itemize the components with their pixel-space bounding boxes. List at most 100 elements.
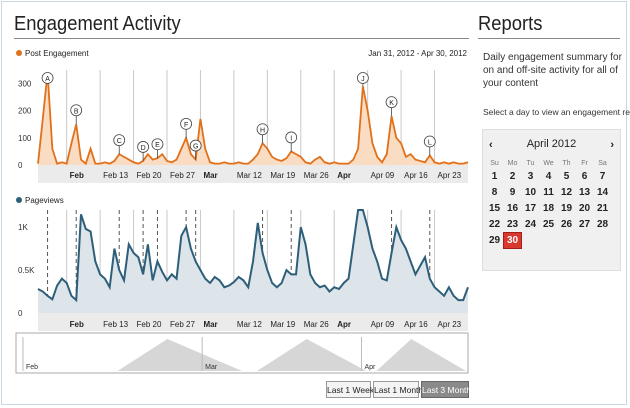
x-tick-label: Mar 26 bbox=[304, 320, 329, 329]
annotation-marker[interactable] bbox=[70, 104, 83, 117]
calendar-empty-cell bbox=[594, 233, 611, 248]
pageviews-legend-label: Pageviews bbox=[25, 196, 64, 205]
reports-title: Reports bbox=[478, 13, 543, 35]
calendar-day[interactable]: 19 bbox=[560, 203, 573, 214]
annotation-letter: A bbox=[45, 76, 50, 83]
x-tick-label: Feb 20 bbox=[137, 320, 162, 329]
calendar-day[interactable]: 20 bbox=[578, 203, 591, 214]
annotation-marker[interactable] bbox=[356, 72, 369, 84]
annotation-marker[interactable] bbox=[137, 141, 150, 153]
calendar-day[interactable]: 14 bbox=[596, 187, 609, 198]
x-tick-label: Apr 23 bbox=[438, 171, 462, 180]
overview-month-label: Mar bbox=[205, 364, 218, 371]
calendar-empty-cell bbox=[558, 233, 575, 248]
calendar-empty-cell bbox=[540, 233, 557, 248]
x-tick-label: Feb 20 bbox=[137, 171, 162, 180]
y-tick-label: 200 bbox=[18, 107, 32, 116]
x-tick-label: Mar bbox=[203, 320, 217, 329]
pageviews-line bbox=[37, 209, 469, 303]
overview-navigator[interactable]: Feb Mar Apr bbox=[15, 332, 469, 374]
x-tick-label: Feb 13 bbox=[103, 320, 128, 329]
calendar-day[interactable]: 22 bbox=[488, 219, 501, 230]
calendar-prev-button[interactable]: ‹ bbox=[489, 139, 493, 151]
y-tick-label: 1K bbox=[18, 223, 28, 232]
calendar-day[interactable]: 26 bbox=[560, 219, 573, 230]
calendar-day[interactable]: 11 bbox=[543, 187, 554, 198]
calendar-day[interactable]: 9 bbox=[509, 187, 516, 198]
y-tick-label: 0.5K bbox=[18, 266, 35, 275]
calendar-next-button[interactable]: › bbox=[610, 139, 614, 151]
x-tick-label: Mar 12 bbox=[237, 171, 262, 180]
x-tick-label: Mar bbox=[203, 171, 217, 180]
calendar-day[interactable]: 5 bbox=[563, 171, 570, 182]
calendar-day[interactable]: 30 bbox=[503, 232, 522, 249]
x-tick-label: Apr 16 bbox=[404, 320, 428, 329]
annotation-letter: F bbox=[184, 122, 188, 129]
pageviews-legend-dot bbox=[16, 197, 22, 203]
calendar-day[interactable]: 7 bbox=[599, 171, 606, 182]
calendar-day[interactable]: 2 bbox=[509, 171, 516, 182]
annotation-letter: G bbox=[193, 144, 198, 151]
annotation-marker[interactable] bbox=[41, 72, 54, 84]
calendar-day[interactable]: 24 bbox=[524, 219, 537, 230]
calendar-day[interactable]: 1 bbox=[491, 171, 498, 182]
calendar-day[interactable]: 18 bbox=[542, 203, 555, 214]
engagement-charts: Post Engagement Jan 31, 2012 - Apr 30, 2… bbox=[15, 49, 469, 374]
annotation-marker[interactable] bbox=[385, 96, 398, 109]
post-engagement-chart[interactable]: Post Engagement Jan 31, 2012 - Apr 30, 2… bbox=[16, 49, 469, 183]
post-legend-dot bbox=[16, 50, 22, 56]
annotation-letter: C bbox=[117, 138, 122, 145]
pageviews-chart[interactable]: Pageviews 0 0.5K 1K Feb Feb 13 Feb 20 Feb 27 M… bbox=[16, 196, 469, 331]
annotation-marker[interactable] bbox=[285, 131, 298, 144]
annotation-letter: D bbox=[141, 145, 146, 152]
reports-divider bbox=[478, 38, 620, 39]
annotation-letter: H bbox=[260, 127, 265, 134]
post-line bbox=[37, 72, 469, 166]
annotation-marker[interactable] bbox=[423, 135, 436, 148]
calendar-day[interactable]: 28 bbox=[596, 219, 609, 230]
calendar-day[interactable]: 29 bbox=[488, 235, 501, 246]
annotation-marker[interactable] bbox=[151, 138, 164, 151]
calendar-day[interactable]: 16 bbox=[506, 203, 519, 214]
annotation-marker[interactable] bbox=[256, 123, 269, 136]
last-month-button[interactable]: Last 1 Month bbox=[373, 381, 423, 398]
x-tick-label: Mar 26 bbox=[304, 171, 329, 180]
calendar-month: April 2012 bbox=[526, 138, 577, 150]
y-tick-label: 100 bbox=[18, 134, 32, 143]
reports-hint: Select a day to view an engagement repor… bbox=[483, 107, 630, 117]
calendar-day[interactable]: 21 bbox=[596, 203, 609, 214]
date-range: Jan 31, 2012 - Apr 30, 2012 bbox=[368, 49, 467, 58]
annotation-letter: I bbox=[290, 135, 292, 142]
post-area bbox=[38, 72, 468, 165]
last-3-months-button[interactable]: Last 3 Months bbox=[421, 381, 475, 398]
calendar-day[interactable]: 13 bbox=[578, 187, 591, 198]
x-tick-label: Mar 19 bbox=[270, 320, 295, 329]
calendar-day[interactable]: 4 bbox=[545, 171, 552, 182]
x-tick-label: Feb 13 bbox=[103, 171, 128, 180]
calendar-day[interactable]: 17 bbox=[524, 203, 537, 214]
calendar-day[interactable]: 25 bbox=[542, 219, 555, 230]
annotation-marker[interactable] bbox=[113, 134, 126, 147]
calendar-day[interactable]: 23 bbox=[506, 219, 519, 230]
annotation-marker[interactable] bbox=[189, 139, 202, 152]
x-tick-label: Feb 27 bbox=[170, 320, 195, 329]
calendar-day[interactable]: 10 bbox=[524, 187, 537, 198]
annotation-marker[interactable] bbox=[180, 117, 193, 130]
calendar-day[interactable]: 3 bbox=[527, 171, 534, 182]
last-week-button[interactable]: Last 1 Week bbox=[326, 381, 374, 398]
x-tick-label: Feb 27 bbox=[170, 171, 195, 180]
calendar-day[interactable]: 6 bbox=[581, 171, 588, 182]
calendar-day[interactable]: 27 bbox=[578, 219, 591, 230]
calendar-day[interactable]: 15 bbox=[488, 203, 501, 214]
calendar-day[interactable]: 12 bbox=[560, 187, 573, 198]
x-tick-label: Apr 16 bbox=[404, 171, 428, 180]
weekday-label: Su bbox=[490, 159, 499, 167]
reports-description: Daily engagement summary for on and off-… bbox=[483, 52, 622, 89]
calendar-day[interactable]: 8 bbox=[491, 187, 498, 198]
x-tick-label: Apr bbox=[337, 320, 351, 329]
weekday-label: Tu bbox=[526, 159, 535, 167]
calendar-empty-cell bbox=[576, 233, 593, 248]
weekday-label: Sa bbox=[598, 159, 607, 167]
